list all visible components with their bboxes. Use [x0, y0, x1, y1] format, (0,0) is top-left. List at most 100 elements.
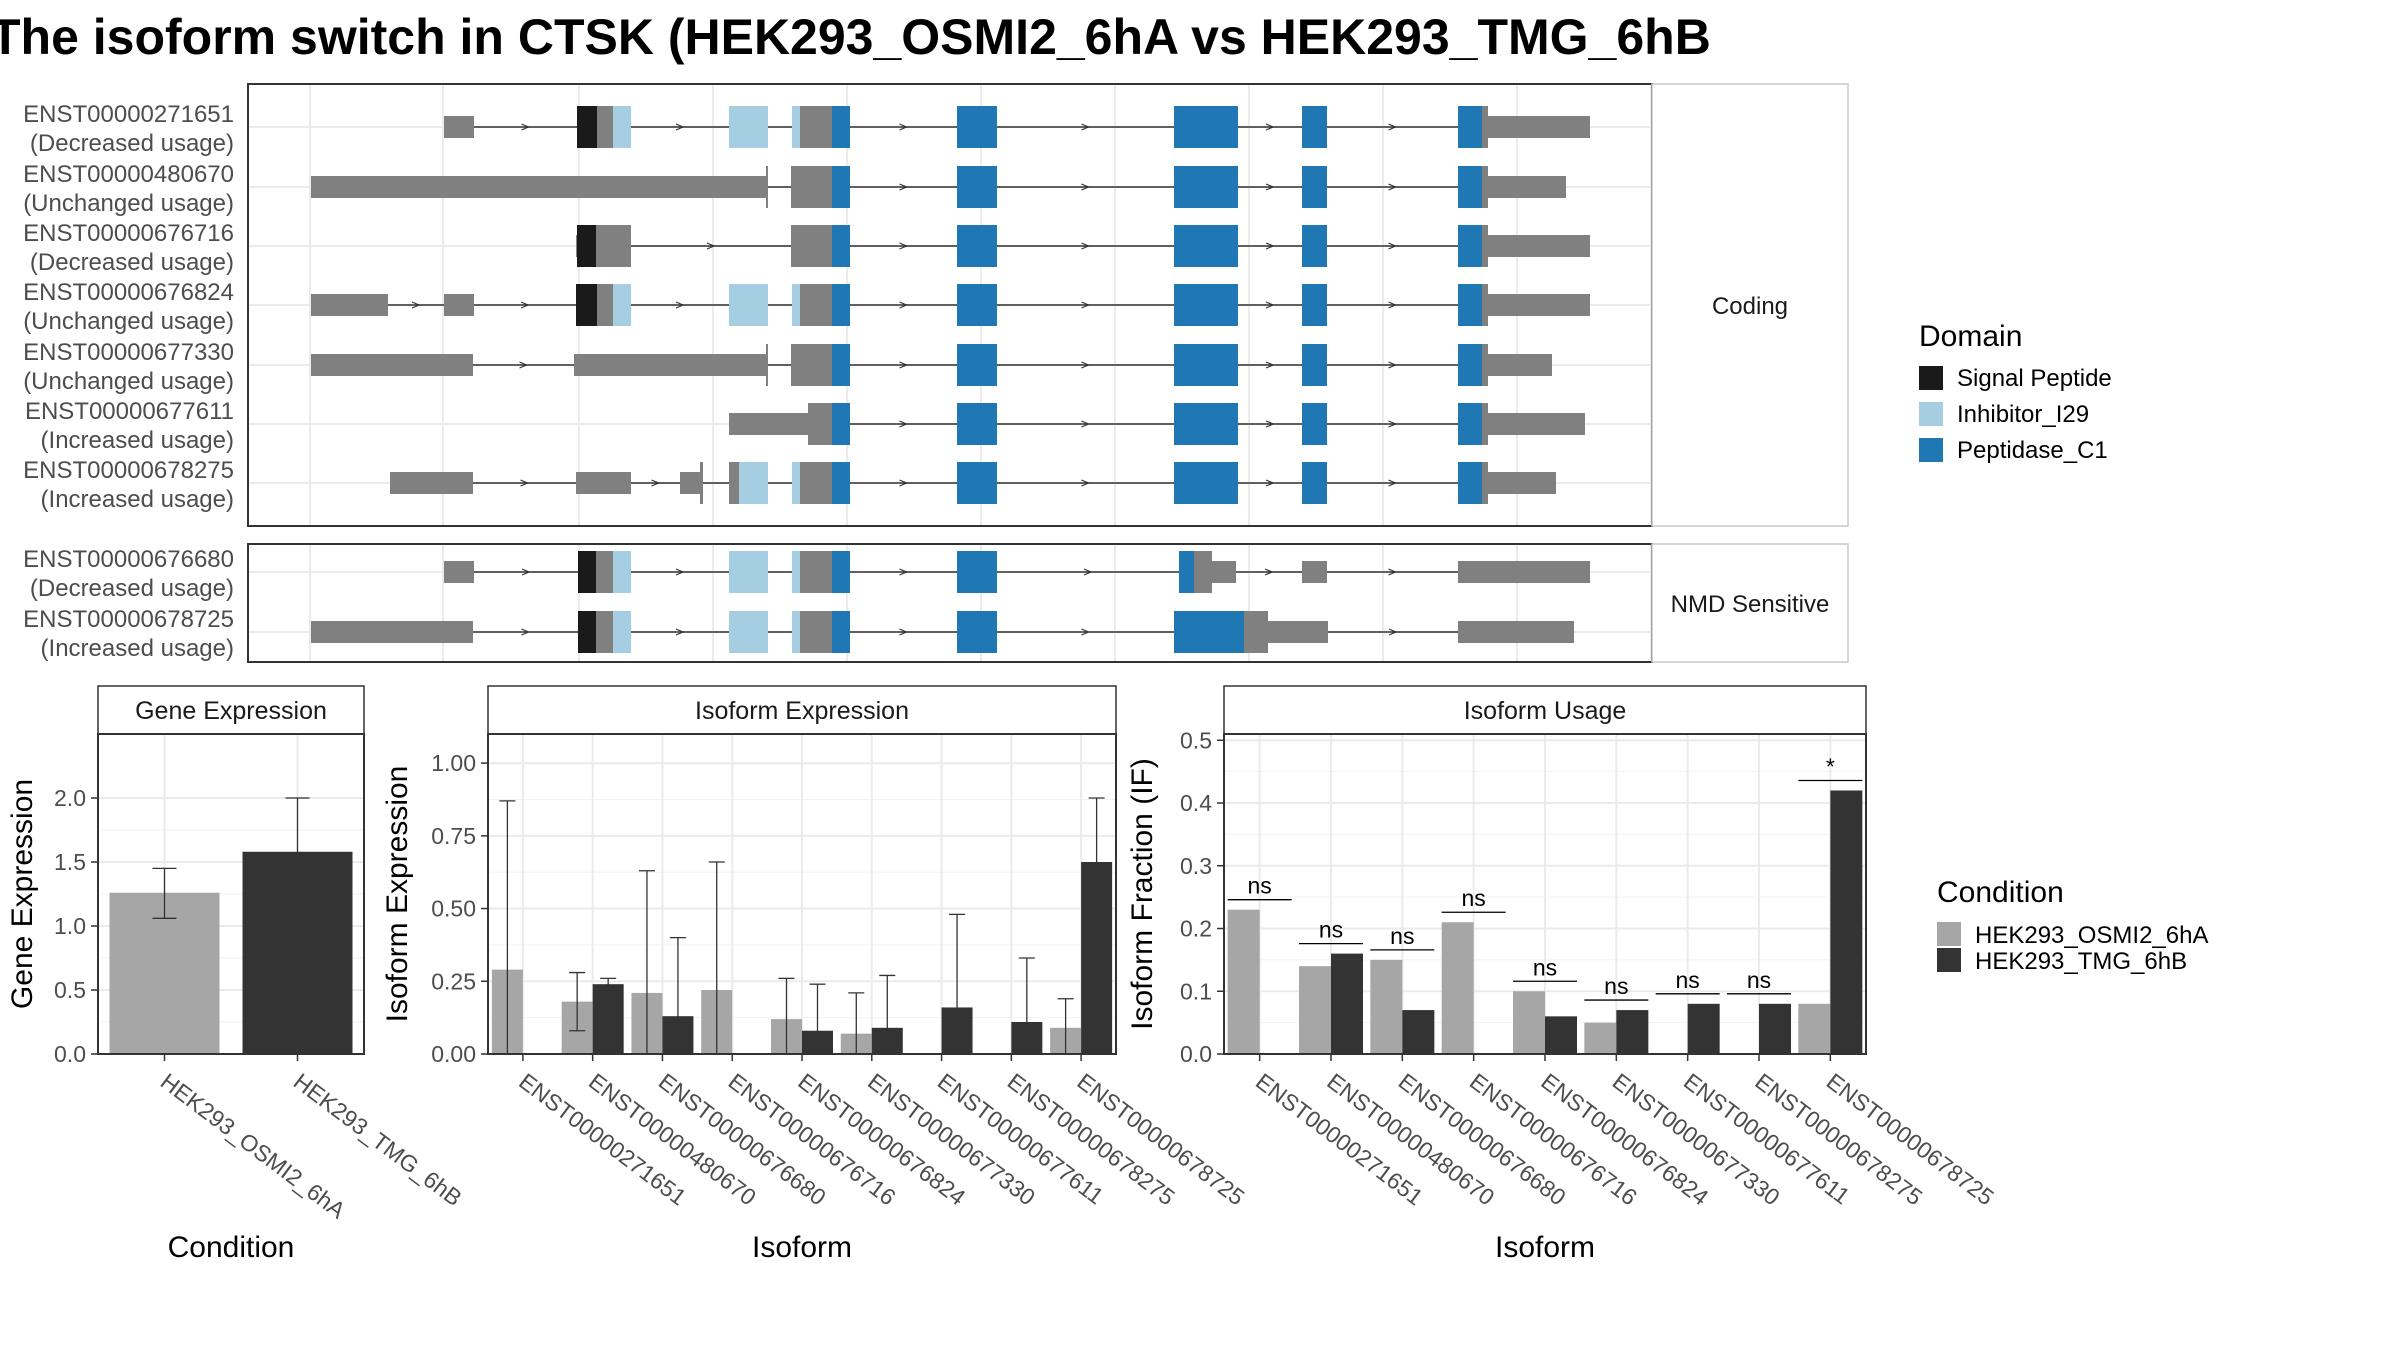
exon-block [1458, 462, 1482, 504]
y-tick-label: 1.0 [54, 913, 86, 939]
exon-block [957, 462, 997, 504]
isoform-id-label: ENST00000480670 [23, 161, 234, 188]
intron-arrow [1264, 568, 1274, 576]
exon-block [832, 611, 850, 653]
exon-block [729, 462, 739, 504]
isoform-usage-label: (Unchanged usage) [23, 368, 234, 395]
condition-legend-key [1937, 948, 1961, 972]
exon-block [808, 403, 832, 445]
data-bar [592, 984, 624, 1054]
condition-legend-title: Condition [1937, 876, 2064, 909]
significance-label: ns [1604, 973, 1628, 999]
exon-block [1458, 106, 1482, 148]
exon-block [1302, 561, 1327, 583]
exon-block [957, 225, 997, 267]
intron-arrow [520, 301, 530, 309]
exon-block [957, 344, 997, 386]
intron-arrow [1081, 242, 1091, 250]
intron-arrow [675, 628, 685, 636]
exon-block [792, 551, 800, 593]
y-tick-label: 0.75 [431, 823, 476, 849]
domain-legend-key [1919, 438, 1943, 462]
intron-arrow [411, 301, 421, 309]
exon-block [800, 551, 832, 593]
exon-block [444, 294, 474, 316]
intron-arrow [521, 628, 531, 636]
exon-block [1488, 116, 1590, 138]
panel-strip-label: Isoform Usage [1464, 697, 1627, 725]
exon-block [800, 611, 832, 653]
intron-arrow [899, 628, 909, 636]
exon-block [577, 106, 597, 148]
exon-block [311, 176, 766, 198]
exon-block [1302, 166, 1327, 208]
intron-arrow [651, 479, 661, 487]
exon-block [957, 106, 997, 148]
intron-arrow [1265, 242, 1275, 250]
exon-block [1194, 551, 1212, 593]
y-tick-label: 0.5 [1180, 727, 1212, 753]
facet-strip [1651, 543, 1849, 663]
intron-arrow [1081, 361, 1091, 369]
intron-arrow [675, 301, 685, 309]
data-bar [1584, 1022, 1617, 1054]
data-bar [109, 892, 220, 1054]
isoform-structure-plot: ENST00000271651(Decreased usage)ENST0000… [23, 83, 1849, 663]
domain-legend-label: Peptidase_C1 [1957, 437, 2108, 464]
intron-arrow [1388, 183, 1398, 191]
exon-block [1174, 166, 1238, 208]
intron-arrow [899, 420, 909, 428]
exon-block [576, 235, 578, 257]
y-tick-label: 0.2 [1180, 916, 1212, 942]
exon-block [597, 284, 613, 326]
exon-block [1244, 611, 1268, 653]
exon-block [957, 166, 997, 208]
exon-block [1482, 403, 1488, 445]
condition-legend-label: HEK293_TMG_6hB [1975, 948, 2187, 975]
data-bar [1370, 959, 1403, 1054]
intron-arrow [1083, 568, 1093, 576]
exon-block [1482, 166, 1488, 208]
intron-arrow [521, 123, 531, 131]
exon-block [597, 106, 613, 148]
exon-block [1302, 106, 1327, 148]
intron-arrow [1265, 183, 1275, 191]
y-tick-label: 0.50 [431, 896, 476, 922]
intron-arrow [706, 242, 716, 250]
exon-block [1174, 284, 1238, 326]
exon-block [1488, 472, 1556, 494]
exon-block [1302, 284, 1327, 326]
data-bar [1331, 953, 1363, 1054]
exon-block [1458, 621, 1574, 643]
intron-arrow [1388, 628, 1398, 636]
intron-arrow [1388, 568, 1398, 576]
domain-legend-key [1919, 402, 1943, 426]
intron-arrow [521, 568, 531, 576]
exon-block [311, 354, 473, 376]
exon-block [576, 472, 631, 494]
figure-title: The isoform switch in CTSK (HEK293_OSMI2… [0, 9, 1711, 65]
exon-block [792, 611, 800, 653]
y-tick-label: 1.5 [54, 849, 86, 875]
x-axis-title: Isoform [752, 1231, 852, 1264]
condition-legend-key [1937, 922, 1961, 946]
exon-block [613, 284, 631, 326]
intron-arrow [1081, 123, 1091, 131]
intron-arrow [1265, 361, 1275, 369]
exon-block [613, 611, 631, 653]
panel-border [1223, 733, 1867, 1055]
exon-block [390, 472, 473, 494]
intron-arrow [675, 568, 685, 576]
exon-block [576, 284, 597, 326]
data-bar [1616, 1010, 1649, 1054]
exon-block [791, 166, 832, 208]
intron-arrow [899, 123, 909, 131]
isoform-id-label: ENST00000676680 [23, 546, 234, 573]
isoform-id-label: ENST00000676824 [23, 279, 234, 306]
exon-block [1482, 344, 1488, 386]
exon-block [1174, 344, 1238, 386]
exon-block [739, 462, 768, 504]
isoform-id-label: ENST00000678725 [23, 606, 234, 633]
exon-block [1482, 106, 1488, 148]
intron-arrow [899, 301, 909, 309]
